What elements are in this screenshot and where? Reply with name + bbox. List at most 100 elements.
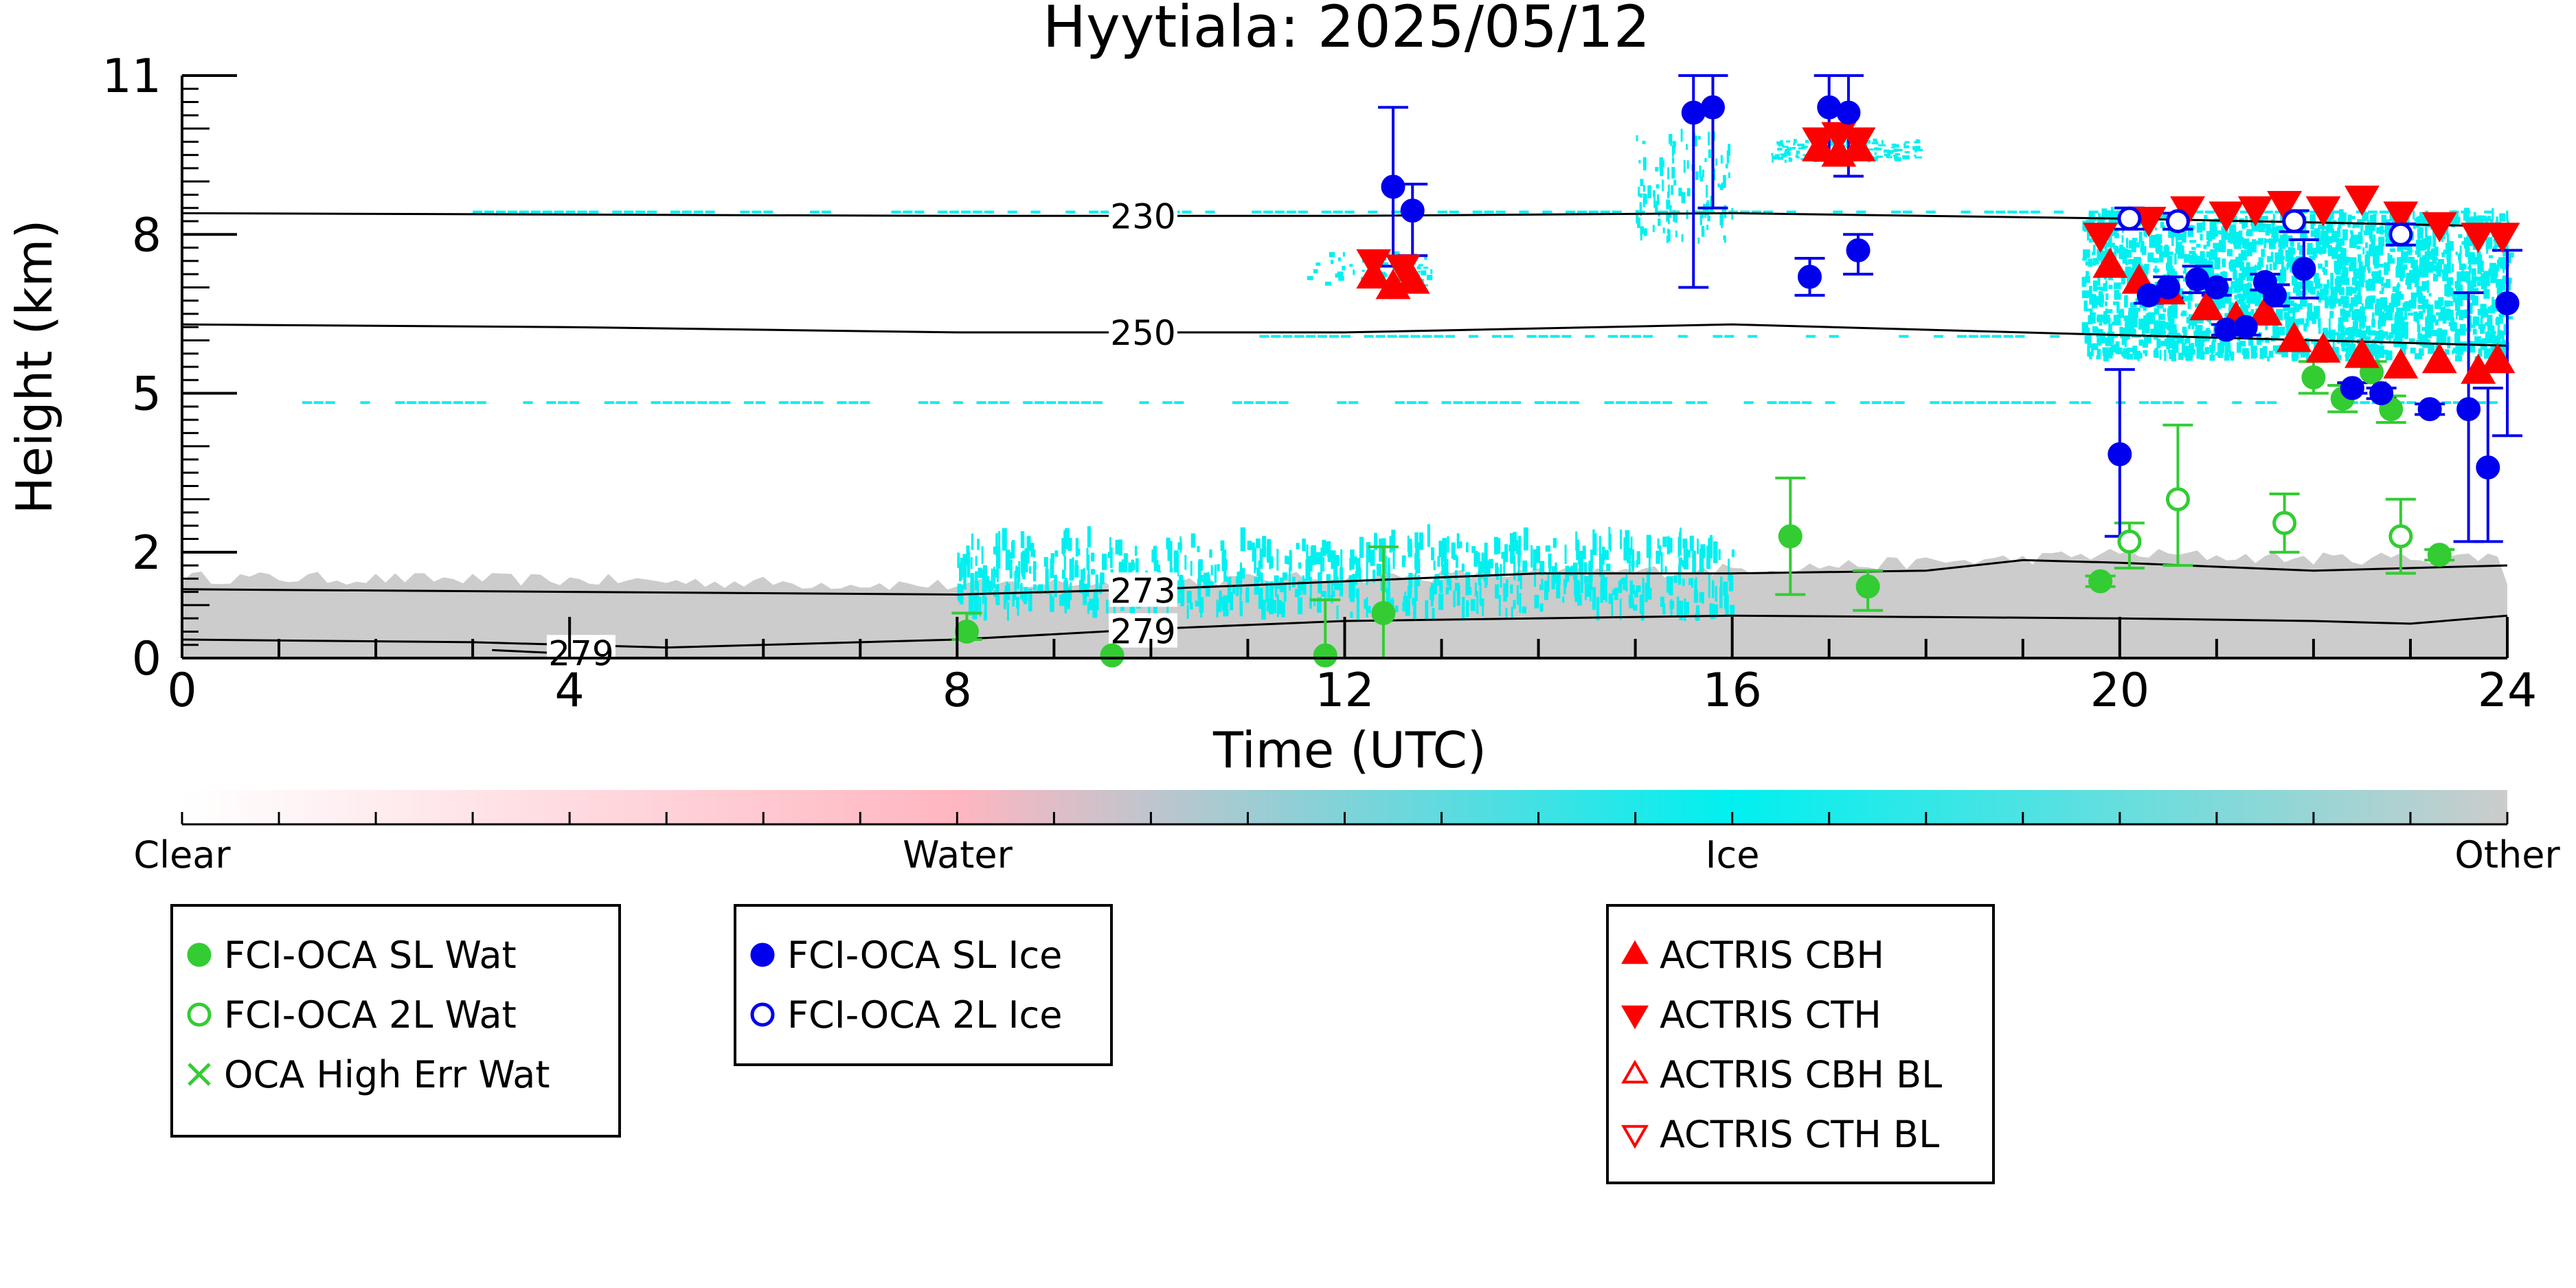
data-point-cth	[2237, 196, 2273, 227]
x-tick-label: 20	[2090, 664, 2150, 718]
legend-box-3: ACTRIS CBH ACTRIS CTH ACTRIS CBH BL ACTRIS …	[1606, 904, 1995, 1184]
legend-label-sl-wat: FCI-OCA SL Wat	[224, 934, 517, 977]
data-point-l2-ice	[2282, 209, 2307, 234]
legend-label-high-err-wat: OCA High Err Wat	[224, 1053, 550, 1096]
data-point-sl-ice	[2292, 256, 2316, 281]
y-axis-label: Height (km)	[5, 220, 63, 515]
data-point-cth	[2383, 201, 2419, 232]
legend-label-cth-bl: ACTRIS CTH BL	[1660, 1113, 1939, 1156]
data-point-sl-ice	[1846, 238, 1871, 262]
chart-title: Hyytiala: 2025/05/12	[1043, 0, 1650, 60]
data-point-sl-wat	[1778, 524, 1803, 549]
data-point-sl-ice	[2263, 283, 2287, 308]
data-point-cth	[2208, 201, 2244, 232]
other-phase-region	[182, 549, 2507, 658]
data-point-cbh	[2189, 290, 2225, 321]
data-point-cth	[1356, 249, 1392, 280]
data-point-sl-ice	[2233, 315, 2258, 339]
data-point-cbh	[2276, 321, 2312, 352]
contour-label-273: 273	[1110, 571, 1175, 611]
data-point-cbh	[2092, 247, 2128, 278]
legend-marker-cbh	[1621, 940, 1649, 964]
data-point-l2-ice	[2117, 206, 2142, 231]
data-point-cth	[2344, 185, 2380, 216]
data-point-sl-ice	[2108, 442, 2132, 466]
data-point-cth	[2305, 196, 2341, 227]
colorbar-ticks	[181, 812, 2509, 824]
data-point-sl-wat	[1100, 643, 1125, 668]
data-point-cth	[2083, 223, 2119, 253]
legend-box-1: FCI-OCA SL Wat FCI-OCA 2L Wat OCA High Err…	[170, 904, 621, 1138]
data-point-cth	[2421, 212, 2457, 242]
data-point-cbh	[2344, 337, 2380, 368]
data-point-l2-ice	[2388, 222, 2413, 247]
data-point-sl-ice	[2456, 397, 2481, 422]
legend-marker-l2-ice	[750, 1002, 775, 1027]
legend-label-cbh-bl: ACTRIS CBH BL	[1660, 1053, 1942, 1096]
data-point-sl-ice	[1798, 264, 1822, 289]
legend-label-cth: ACTRIS CTH	[1660, 993, 1882, 1037]
legend-marker-cth-bl	[1621, 1125, 1649, 1149]
data-point-sl-ice	[2204, 275, 2229, 300]
legend-marker-cth	[1621, 1005, 1649, 1030]
legend-label-sl-ice: FCI-OCA SL Ice	[787, 934, 1062, 977]
x-tick-label: 0	[167, 664, 196, 718]
data-point-cbh	[2480, 343, 2516, 374]
data-point-sl-ice	[1700, 95, 1725, 120]
data-point-sl-ice	[1836, 100, 1861, 125]
colorbar-label-clear: Clear	[133, 833, 231, 877]
data-point-sl-ice	[1817, 95, 1842, 120]
contour-label-230: 230	[1110, 196, 1175, 236]
data-point-sl-wat	[1855, 574, 1880, 599]
data-point-l2-wat	[2117, 529, 2142, 554]
legend-box-2: FCI-OCA SL Ice FCI-OCA 2L Ice	[734, 904, 1113, 1066]
data-point-sl-wat	[1313, 643, 1337, 668]
other-layer	[182, 549, 2507, 658]
data-point-l2-ice	[2165, 209, 2190, 234]
legend-marker-l2-wat	[187, 1002, 212, 1027]
contour-line-250	[181, 323, 2508, 347]
data-point-cth	[1385, 254, 1421, 285]
data-point-cbh	[2421, 343, 2457, 374]
data-point-sl-ice	[2340, 376, 2364, 400]
data-point-l2-wat	[2272, 510, 2297, 535]
data-point-sl-ice	[1400, 199, 1425, 223]
data-point-cbh	[2305, 332, 2341, 363]
data-point-cth	[1840, 127, 1876, 158]
x-tick-label: 8	[942, 664, 972, 718]
legend-marker-cbh-bl	[1621, 1059, 1649, 1084]
legend-label-l2-wat: FCI-OCA 2L Wat	[224, 993, 517, 1037]
y-tick-label: 2	[132, 526, 161, 580]
data-point-sl-wat	[2088, 569, 2113, 594]
contour-label-279: 279	[1110, 612, 1175, 652]
x-tick-label: 16	[1702, 664, 1762, 718]
data-point-sl-wat	[954, 619, 979, 644]
data-point-cbh	[2247, 295, 2283, 326]
data-point-sl-ice	[1381, 174, 1405, 199]
axes: 0 4 8 12 16 20 24 0 2 5 8 11	[102, 49, 2537, 718]
y-tick-label: 11	[102, 49, 161, 104]
data-point-l2-wat	[2388, 524, 2413, 549]
data-point-cth	[2461, 223, 2496, 253]
phase-colorbar: Clear Water Ice Other	[133, 790, 2560, 877]
x-tick-label: 4	[555, 664, 585, 718]
data-point-sl-ice	[2476, 455, 2500, 479]
y-tick-label: 8	[132, 208, 161, 262]
data-point-sl-wat	[2427, 543, 2452, 567]
legend-marker-high-err-wat	[188, 1063, 211, 1086]
data-point-cth	[2131, 207, 2167, 238]
colorbar-label-ice: Ice	[1706, 833, 1760, 877]
contour-label-279: 279	[548, 633, 613, 673]
legend-marker-sl-wat	[187, 942, 212, 967]
data-point-cth	[1802, 127, 1838, 158]
contour-line-273	[181, 558, 2508, 596]
data-point-sl-ice	[2417, 397, 2442, 422]
colorbar-label-other: Other	[2454, 833, 2560, 877]
data-point-cbh	[2383, 348, 2419, 379]
y-tick-label: 5	[132, 368, 161, 422]
data-point-sl-ice	[2136, 283, 2161, 308]
data-point-sl-ice	[2156, 275, 2180, 300]
